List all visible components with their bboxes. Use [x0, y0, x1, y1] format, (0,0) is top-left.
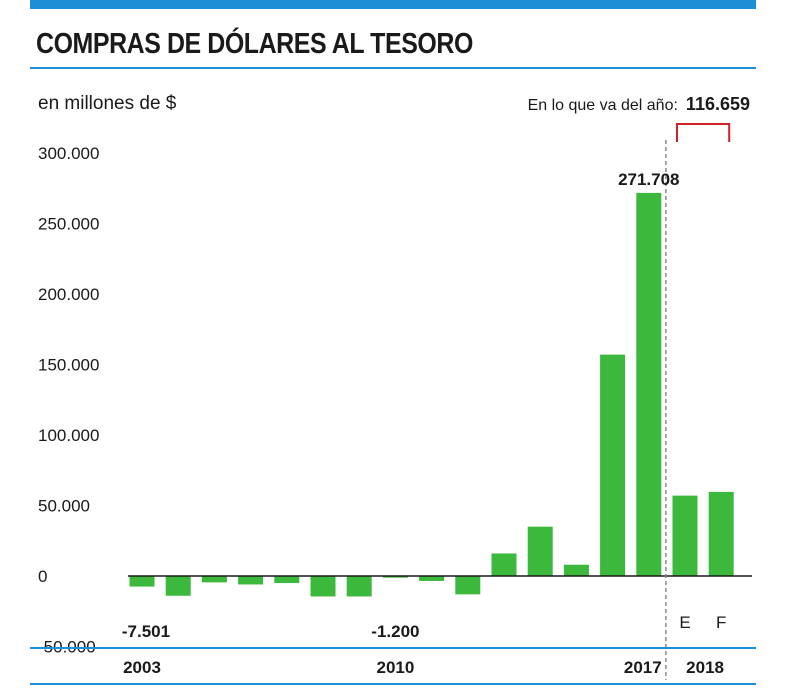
- bar: [708, 491, 734, 576]
- ytd-summary: En lo que va del año: 116.659: [528, 94, 750, 115]
- bar: [165, 576, 191, 596]
- y-tick-label: 250.000: [38, 215, 99, 234]
- bar: [563, 564, 589, 576]
- bar: [419, 576, 445, 581]
- data-label: -7.501: [122, 622, 170, 641]
- y-tick-label: 0: [38, 567, 47, 586]
- data-label: 271.708: [618, 170, 679, 189]
- data-label: -1.200: [371, 622, 419, 641]
- ytd-label: En lo que va del año:: [527, 97, 678, 114]
- bar: [274, 576, 300, 584]
- y-tick-label: 150.000: [38, 356, 99, 375]
- year-label: 2003: [123, 658, 161, 677]
- top-accent-bar: [30, 0, 756, 9]
- bar: [455, 576, 481, 595]
- ytd-value: 116.659: [685, 94, 750, 114]
- y-tick-label: 100.000: [38, 426, 99, 445]
- bar: [129, 576, 155, 587]
- bar: [238, 576, 264, 585]
- bar: [310, 576, 336, 597]
- bar: [491, 553, 517, 576]
- year-label: 2010: [376, 658, 414, 677]
- bar: [346, 576, 372, 597]
- y-tick-label: 200.000: [38, 285, 99, 304]
- unit-label: en millones de $: [38, 93, 177, 114]
- year-label: 2017: [624, 658, 662, 677]
- bar: [600, 354, 626, 576]
- y-tick-label: 300.000: [38, 144, 99, 163]
- month-label: E: [679, 613, 690, 632]
- bar: [201, 576, 227, 583]
- chart-title: COMPRAS DE DÓLARES AL TESORO: [36, 28, 473, 60]
- year-label: 2018: [686, 658, 724, 677]
- y-tick-label: 50.000: [38, 497, 90, 516]
- bar: [636, 192, 662, 576]
- bar: [382, 576, 408, 578]
- bar: [672, 495, 698, 576]
- ytd-bracket: [676, 123, 731, 142]
- bar: [527, 526, 553, 576]
- month-label: F: [716, 613, 726, 632]
- title-divider: [30, 67, 756, 69]
